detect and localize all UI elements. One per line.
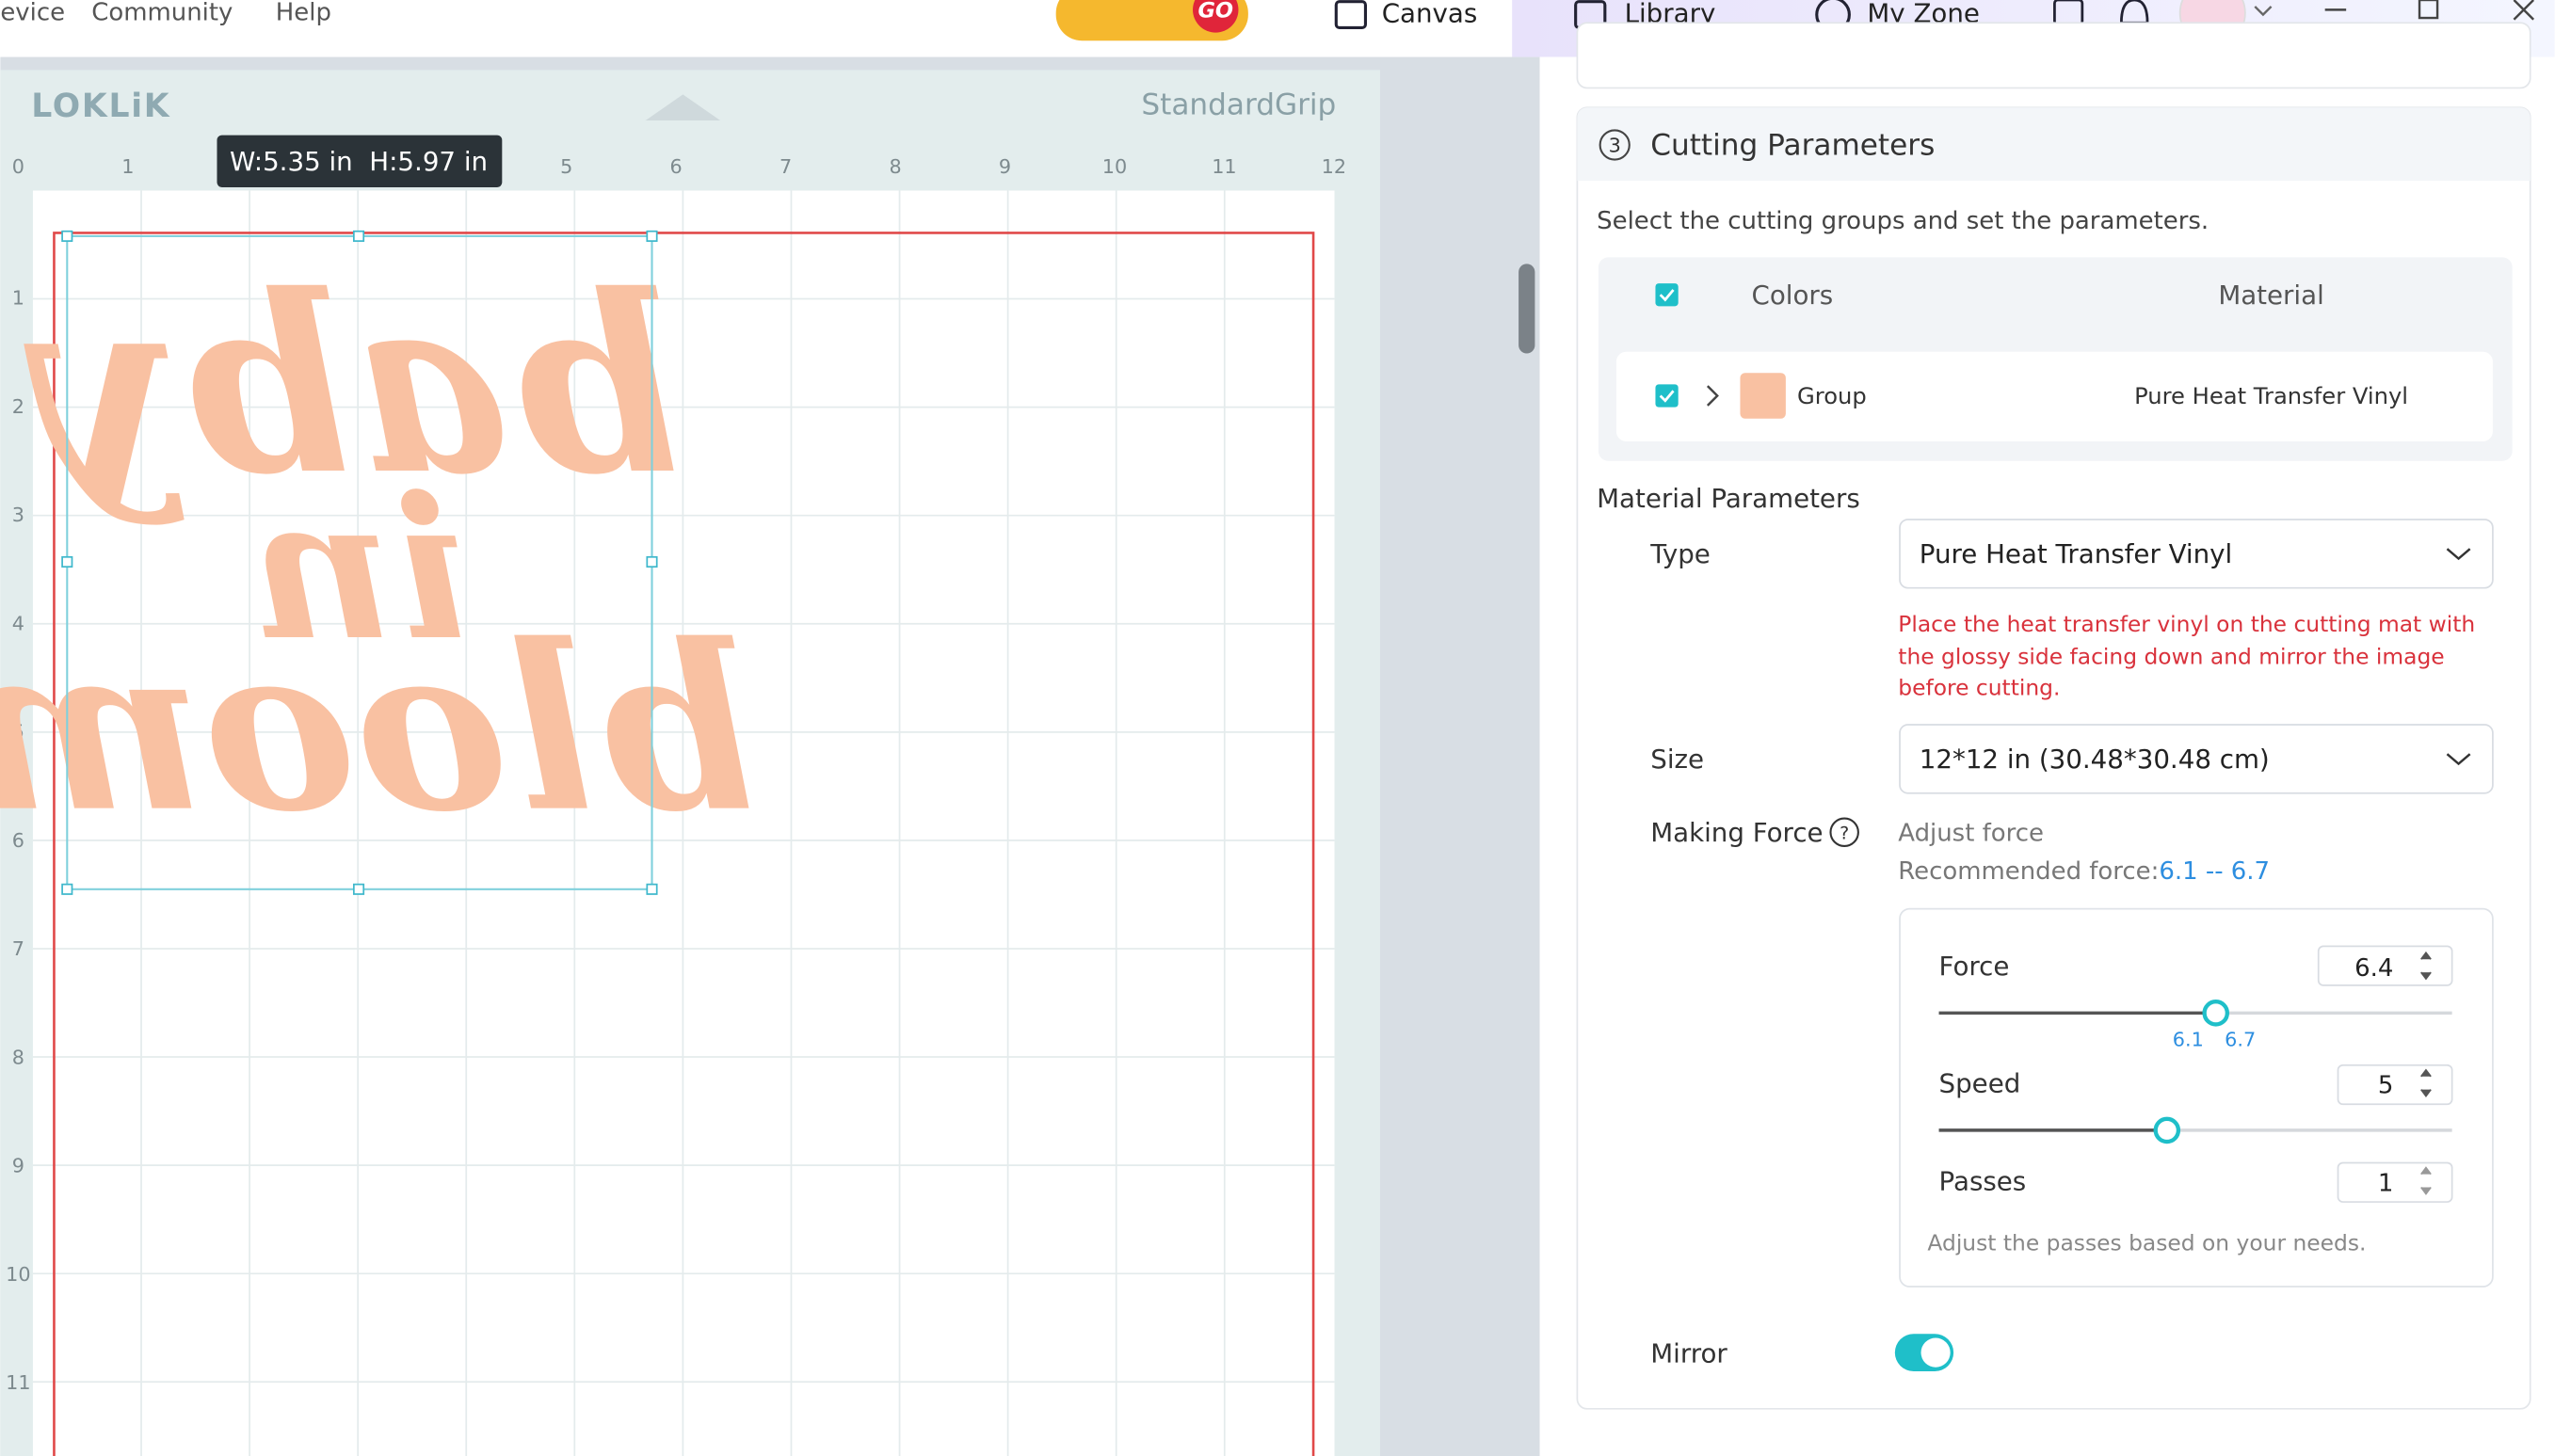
size-value: 12*12 in (30.48*30.48 cm): [1920, 744, 2270, 775]
card-title: Cutting Parameters: [1650, 129, 1935, 163]
adjust-force: Adjust force: [1898, 819, 2044, 847]
row-checkbox[interactable]: [1655, 384, 1679, 408]
go-badge: [1193, 0, 1239, 33]
warning: the glossy side facing down and mirror t…: [1898, 644, 2444, 670]
ruler-label: 4: [12, 612, 24, 634]
ruler-label: 9: [999, 155, 1011, 178]
force-min-mark: 6.1: [2173, 1029, 2204, 1051]
grid: [32, 190, 1335, 1456]
bell-icon[interactable]: [2119, 0, 2149, 24]
speed-input[interactable]: [2337, 1064, 2453, 1106]
ruler-label: 10: [6, 1263, 30, 1286]
recommended-range: 6.1 -- 6.7: [2159, 856, 2270, 885]
help-icon[interactable]: [1829, 817, 1859, 847]
ruler-label: 6: [12, 829, 24, 852]
ruler-label: 12: [1322, 155, 1346, 178]
passes-value: 1: [2378, 1170, 2394, 1198]
ruler-label: 11: [6, 1371, 30, 1394]
design-line: bloom: [0, 596, 754, 863]
speed-label: Speed: [1939, 1067, 2021, 1098]
passes-label: Passes: [1939, 1165, 2027, 1196]
ruler-label: 9: [12, 1155, 24, 1177]
ruler-label: 3: [12, 504, 24, 526]
card-header: [1577, 107, 2531, 182]
group-name: Group: [1797, 383, 1867, 409]
menu-item[interactable]: Community: [91, 0, 233, 26]
warning: before cutting.: [1898, 674, 2060, 700]
svg-text:?: ?: [1840, 823, 1849, 843]
instruction: Select the cutting groups and set the pa…: [1597, 207, 2209, 235]
recommended-label: Recommended force:: [1898, 856, 2159, 885]
size-tooltip-text: W:5.35 in H:5.97 in: [230, 146, 488, 177]
ruler-label: 7: [12, 937, 24, 960]
force-max-mark: 6.7: [2225, 1029, 2256, 1051]
color-swatch: [1740, 373, 1786, 419]
field-label: Size: [1650, 744, 1704, 775]
force-knob[interactable]: [2202, 1000, 2230, 1027]
avatar-chevron[interactable]: [2254, 6, 2273, 17]
force-value: 6.4: [2354, 954, 2393, 983]
size-tooltip: [217, 135, 503, 187]
type-value: Pure Heat Transfer Vinyl: [1920, 538, 2232, 569]
scrollbar[interactable]: [1519, 264, 1535, 354]
table-header: Material: [2218, 280, 2323, 311]
speed-knob[interactable]: [2153, 1116, 2181, 1144]
design-line: baby: [24, 242, 680, 529]
mat-type: StandardGrip: [1141, 88, 1336, 121]
ruler-label: 5: [12, 721, 24, 744]
go-label: GO: [1197, 0, 1233, 24]
ruler-label: 5: [560, 155, 572, 178]
warning: Place the heat transfer vinyl on the cut…: [1898, 611, 2475, 637]
field-label: Type: [1649, 538, 1711, 569]
passes-input[interactable]: [2337, 1161, 2453, 1203]
group-material: Pure Heat Transfer Vinyl: [2134, 383, 2408, 409]
force-label: Force: [1939, 951, 2010, 982]
section-title: Material Parameters: [1597, 483, 1860, 514]
menu-item[interactable]: evice: [0, 0, 65, 26]
field-label: Making Force: [1650, 817, 1823, 848]
expand-toggle[interactable]: [1706, 385, 1719, 407]
design-line: in: [250, 454, 467, 683]
mat-handle: [645, 94, 721, 121]
material-boundary: [53, 232, 1315, 1456]
step-circle: [1599, 129, 1631, 161]
ruler-label: 10: [1102, 155, 1127, 178]
tab[interactable]: Canvas: [1382, 0, 1478, 29]
ruler-label: 0: [12, 155, 24, 178]
recommended: Recommended force:6.1 -- 6.7: [1898, 856, 2270, 885]
speed-value: 5: [2378, 1072, 2394, 1100]
table-row[interactable]: [1615, 351, 2493, 441]
ruler-label: 8: [12, 1046, 24, 1068]
ruler-label: 7: [779, 155, 792, 178]
menu-item[interactable]: Help: [276, 0, 331, 26]
ruler-label: 8: [889, 155, 901, 178]
restore[interactable]: [2418, 0, 2439, 20]
selection-handles[interactable]: [61, 230, 658, 895]
type-select[interactable]: [1899, 519, 2494, 589]
previous-card: [1576, 22, 2531, 89]
size-select[interactable]: [1899, 724, 2494, 794]
ruler-label: 11: [1212, 155, 1236, 178]
ruler-label: 1: [121, 155, 134, 178]
ruler-label: 2: [12, 395, 24, 418]
brand: LOKLiK: [31, 88, 170, 125]
step-number: 3: [1609, 135, 1621, 157]
force-input[interactable]: [2317, 945, 2453, 986]
table-header: Colors: [1752, 280, 1834, 311]
select-all-checkbox[interactable]: [1655, 283, 1679, 307]
passes-hint: Adjust the passes based on your needs.: [1927, 1230, 2366, 1256]
ruler-label: 1: [12, 287, 24, 310]
field-label: Mirror: [1650, 1338, 1727, 1369]
canvas-icon: [1334, 0, 1368, 29]
ruler-label: 6: [670, 155, 683, 178]
close[interactable]: [2513, 0, 2535, 21]
design[interactable]: baby in bloom: [0, 242, 754, 863]
